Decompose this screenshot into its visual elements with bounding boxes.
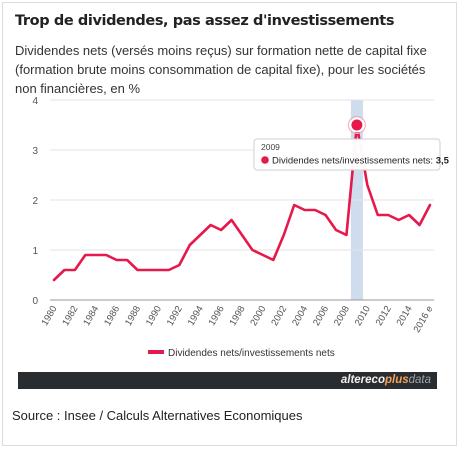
chart-subtitle: Dividendes nets (versés moins reçus) sur…	[15, 43, 427, 96]
brand-bar: alterecoplusdata	[18, 372, 437, 389]
x-tick-label: 2016 e	[412, 304, 436, 335]
x-tick-label: 1980	[40, 304, 60, 328]
chart-title: Trop de dividendes, pas assez d'investis…	[15, 13, 395, 29]
x-tick-label: 2008	[332, 304, 352, 328]
x-tick-label: 1994	[186, 304, 206, 328]
y-tick-label: 1	[32, 246, 38, 257]
y-tick-label: 2	[32, 196, 38, 207]
x-tick-label: 2002	[269, 304, 289, 328]
tooltip-year: 2009	[261, 142, 280, 152]
tooltip-series-name: Dividendes nets/investissements nets:	[272, 156, 436, 167]
x-tick-label: 1992	[165, 304, 185, 328]
tooltip-dot	[261, 156, 269, 164]
x-tick-label: 2006	[311, 304, 331, 328]
x-tick-label: 2010	[353, 304, 373, 328]
highlight-halo	[347, 116, 366, 134]
x-tick-label: 1996	[207, 304, 227, 328]
source-note: Source : Insee / Calculs Alternatives Ec…	[12, 408, 303, 423]
x-tick-label: 1998	[228, 304, 248, 328]
x-tick-label: 2012	[374, 304, 394, 328]
y-tick-label: 4	[32, 96, 38, 107]
x-tick-label: 1984	[81, 304, 101, 328]
x-tick-label: 1986	[102, 304, 122, 328]
x-tick-label: 2014	[395, 304, 415, 328]
y-tick-label: 3	[32, 146, 38, 157]
x-tick-label: 1988	[123, 304, 143, 328]
legend-label: Dividendes nets/investissements nets	[168, 348, 335, 359]
x-tick-label: 1990	[144, 304, 164, 328]
x-tick-label: 2004	[290, 304, 310, 328]
x-tick-label: 2000	[248, 304, 268, 328]
brand-logo: alterecoplusdata	[340, 374, 431, 386]
x-tick-label: 1982	[60, 304, 80, 328]
series-line	[52, 123, 432, 282]
y-tick-label: 0	[32, 296, 38, 307]
tooltip-box	[253, 138, 441, 171]
tooltip-value: 3,5	[436, 156, 450, 167]
highlight-point	[349, 117, 365, 133]
legend-swatch	[148, 350, 164, 354]
tooltip-label: Dividendes nets/investissements nets: 3,…	[272, 156, 450, 167]
